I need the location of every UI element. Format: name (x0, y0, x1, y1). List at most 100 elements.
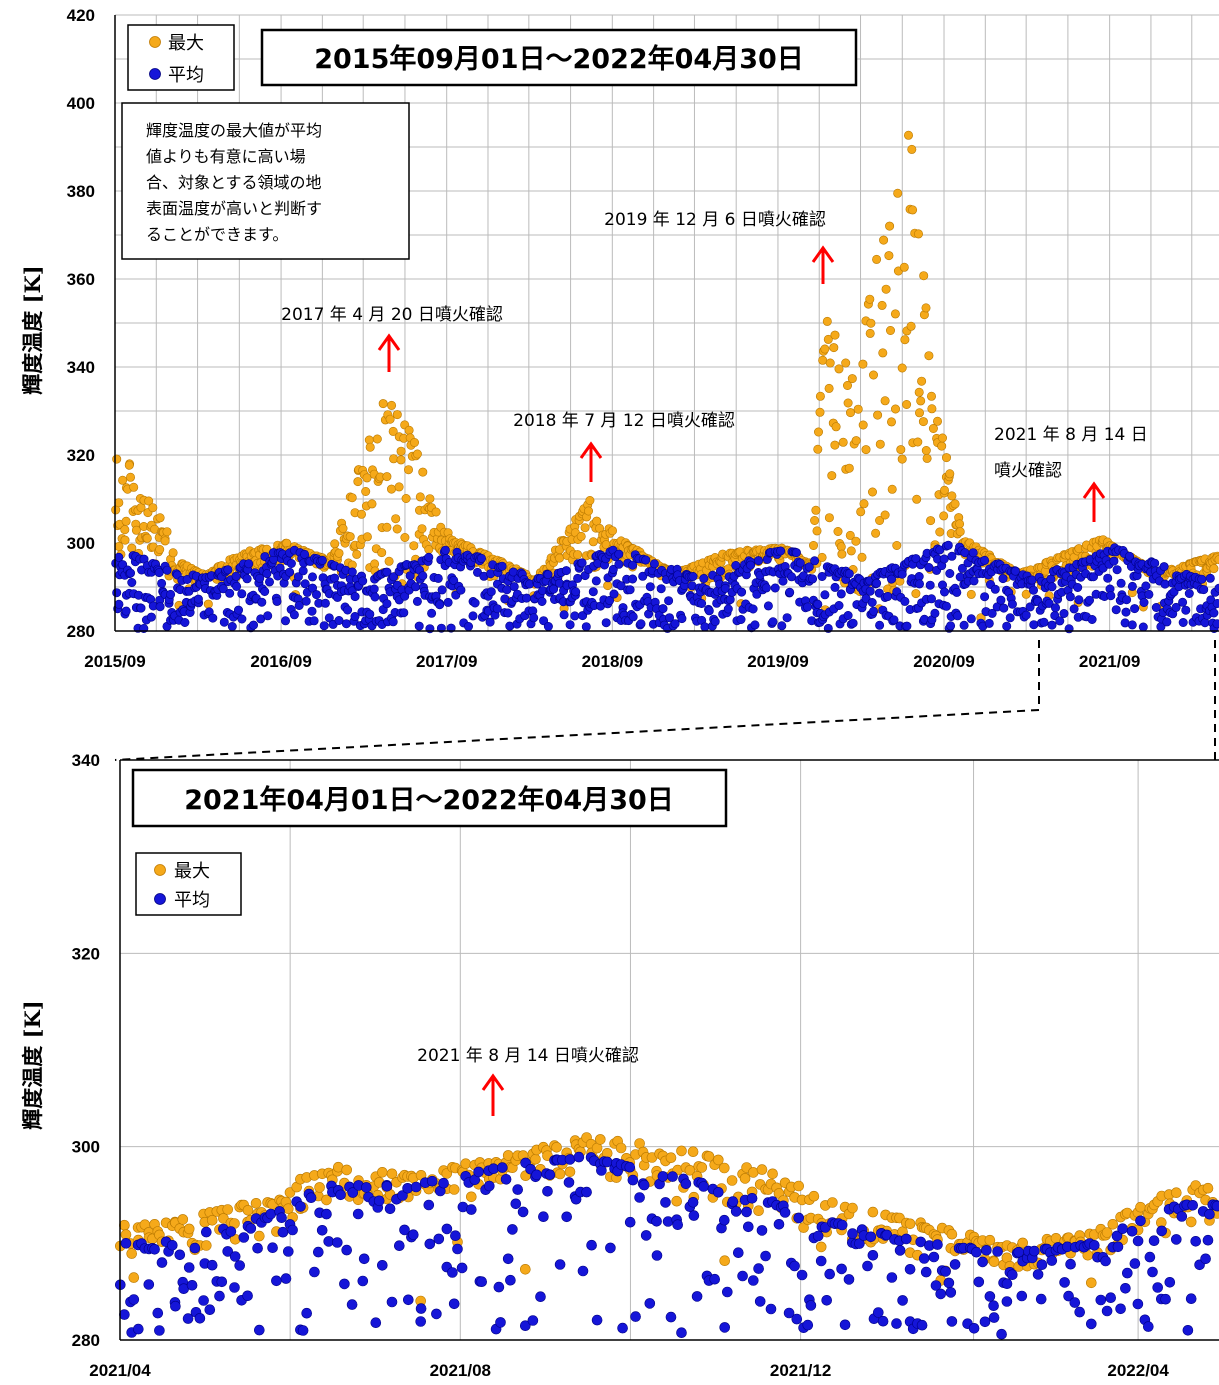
point-max (222, 1204, 233, 1215)
point-mean (1212, 599, 1219, 608)
point-mean (700, 622, 710, 632)
point-mean (1036, 1259, 1048, 1270)
point-mean (1152, 1282, 1163, 1293)
point-max (856, 507, 866, 517)
point-max (793, 1180, 805, 1192)
point-max (396, 446, 406, 456)
arrow-2021-bottom (481, 1073, 505, 1116)
point-mean (352, 1208, 364, 1220)
point-mean (456, 585, 466, 595)
point-mean (316, 1225, 328, 1236)
point-mean (1197, 574, 1207, 584)
point-max (564, 1166, 576, 1178)
note-line-3: 合、対象とする領域の地 (146, 173, 322, 192)
point-max (858, 420, 868, 430)
point-mean (949, 1259, 961, 1270)
point-mean (260, 586, 270, 596)
point-max (392, 524, 402, 534)
point-mean (930, 1280, 942, 1291)
point-mean (742, 1221, 754, 1233)
point-mean (136, 603, 146, 613)
point-mean (341, 619, 351, 629)
point-mean (754, 1296, 766, 1307)
point-mean (1029, 620, 1039, 630)
point-max (918, 417, 928, 427)
point-max (886, 417, 896, 427)
point-mean (285, 567, 295, 577)
point-mean (563, 1177, 575, 1188)
point-max (119, 1219, 130, 1231)
point-max (603, 581, 613, 591)
point-max (873, 410, 883, 420)
point-mean (943, 1277, 955, 1289)
y-axis-label-top: 輝度温度 [K] (20, 265, 45, 394)
point-mean (715, 566, 725, 576)
point-mean (658, 604, 668, 614)
point-max (391, 514, 401, 524)
point-mean (295, 1201, 306, 1212)
point-mean (605, 1242, 616, 1254)
point-max (808, 540, 818, 550)
point-mean (476, 1276, 488, 1287)
point-mean (570, 611, 580, 621)
point-max (880, 510, 890, 520)
point-mean (312, 1246, 324, 1258)
point-mean (1135, 1215, 1146, 1227)
point-mean (968, 1323, 980, 1334)
point-max (827, 471, 837, 481)
point-max (922, 453, 932, 463)
point-max (594, 1134, 606, 1145)
point-max (880, 396, 890, 406)
point-mean (1139, 597, 1149, 607)
point-mean (624, 1216, 636, 1228)
point-mean (412, 596, 422, 606)
point-mean (433, 573, 443, 583)
point-mean (1069, 1297, 1081, 1308)
point-max (829, 343, 839, 353)
point-max (1202, 1182, 1214, 1194)
point-mean (450, 1230, 461, 1241)
point-mean (1122, 595, 1132, 605)
point-max (867, 487, 877, 497)
point-mean (680, 1178, 692, 1190)
point-mean (577, 1265, 589, 1277)
point-mean (1105, 1292, 1116, 1303)
point-max (361, 486, 371, 496)
point-mean (282, 1246, 294, 1257)
point-mean (293, 572, 303, 582)
x-tick-label: 2021/04 (89, 1361, 151, 1380)
point-mean (804, 562, 814, 572)
y-tick-label: 420 (67, 6, 95, 25)
point-mean (783, 1307, 795, 1319)
point-mean (1205, 573, 1215, 583)
point-mean (883, 591, 893, 601)
point-mean (662, 1216, 674, 1227)
point-max (861, 445, 871, 455)
point-max (815, 407, 825, 417)
point-mean (756, 1225, 768, 1236)
point-mean (802, 1319, 814, 1331)
point-mean (287, 1224, 298, 1236)
point-mean (581, 622, 591, 632)
point-mean (932, 1239, 943, 1250)
point-max (813, 427, 823, 437)
point-mean (424, 552, 434, 562)
point-mean (966, 614, 976, 624)
point-mean (1126, 1226, 1138, 1237)
point-max (878, 348, 888, 358)
point-max (877, 300, 887, 310)
point-mean (174, 1249, 186, 1261)
point-mean (1095, 1294, 1107, 1306)
point-mean (634, 1192, 645, 1203)
point-mean (789, 1260, 800, 1272)
point-mean (900, 596, 910, 606)
point-mean (414, 621, 424, 631)
point-mean (400, 591, 410, 601)
point-mean (376, 1260, 388, 1271)
point-mean (750, 620, 760, 630)
point-mean (244, 559, 254, 569)
point-mean (969, 576, 979, 586)
point-max (376, 1167, 388, 1178)
point-mean (500, 1174, 512, 1185)
point-mean (1016, 1290, 1028, 1302)
